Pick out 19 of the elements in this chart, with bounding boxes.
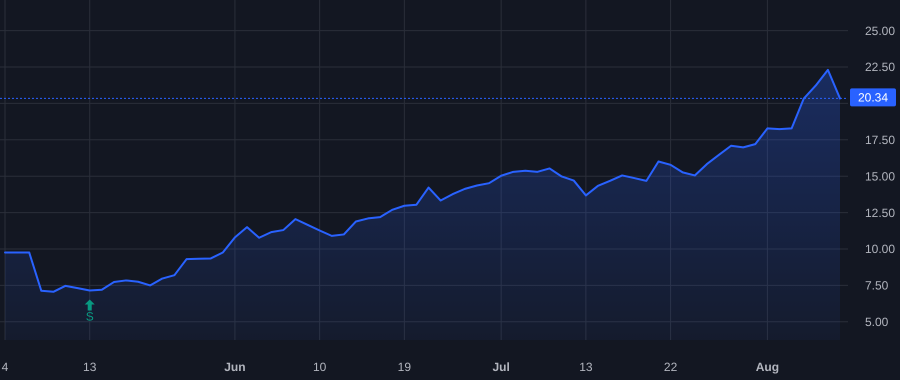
y-tick-label: 10.00 [865,242,896,256]
x-tick-label: 22 [664,360,678,374]
ref-line-label: 20.34 [858,90,888,105]
x-tick-label: Jul [492,360,510,374]
x-tick-label: 19 [398,360,412,374]
y-tick-label: 7.50 [865,278,889,293]
y-tick-label: 25.00 [865,24,896,38]
annotation: S [86,310,94,324]
y-tick-label: 5.00 [865,315,889,329]
y-tick-label: 17.50 [865,132,896,147]
x-tick-label: 13 [579,360,593,374]
y-tick-label: 15.00 [865,169,896,184]
x-tick-label: Aug [756,360,780,374]
y-tick-label: 12.50 [865,206,896,220]
x-tick-label: 4 [2,360,9,374]
x-tick-label: Jun [224,360,246,374]
x-tick-label: 10 [312,360,327,374]
x-tick-label: 13 [83,360,97,374]
y-tick-label: 22.50 [865,60,896,74]
